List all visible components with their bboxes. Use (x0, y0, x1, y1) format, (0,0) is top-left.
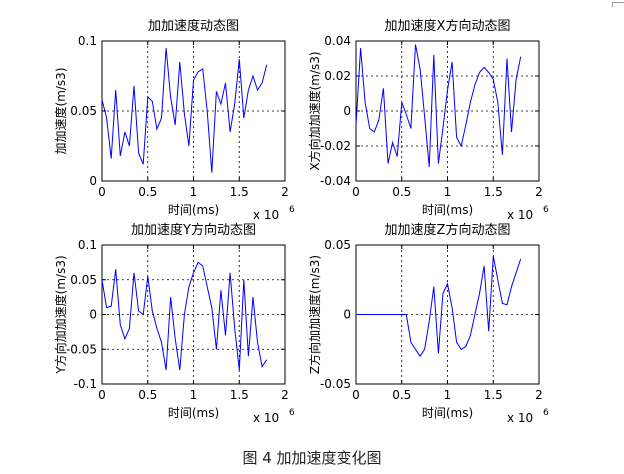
plot-4-x-tick-label: 2 (535, 388, 543, 402)
plot-2-x-tick-label: 0 (352, 185, 360, 199)
plot-4-x-axis-label: 时间(ms) (422, 406, 473, 420)
plot-1-x-axis-label: 时间(ms) (168, 203, 219, 217)
plot-1-series-line (101, 47, 268, 173)
plot-1-x-tick-label: 0 (98, 185, 106, 199)
plot-2-x-tick-label: 0.5 (392, 185, 411, 199)
plot-3-x-tick-label: 0.5 (138, 388, 157, 402)
plot-2-x-exponent-label: x 10 (507, 208, 533, 222)
plot-2-x-tick-label: 1 (444, 185, 452, 199)
plot-2-x-axis-label: 时间(ms) (422, 203, 473, 217)
plot-3-y-tick-label: -0.05 (66, 342, 97, 356)
plot-1-y-tick-label: 0.05 (70, 104, 97, 118)
plot-1-x-exponent-power: 6 (289, 205, 295, 215)
plot-3-x-tick-label: 1.5 (230, 388, 249, 402)
corner-mark (612, 2, 624, 7)
plot-1-x-exponent-label: x 10 (253, 208, 279, 222)
plot-3-x-tick-label: 0 (98, 388, 106, 402)
plot-4-x-exponent-label: x 10 (507, 411, 533, 425)
plot-1-title: 加加速度动态图 (148, 18, 239, 34)
figure-caption: 图 4 加加速度变化图 (242, 449, 382, 467)
plot-4-x-exponent-power: 6 (543, 408, 549, 418)
plot-2-y-tick-label: -0.04 (320, 174, 351, 188)
plot-4-x-tick-label: 1 (444, 388, 452, 402)
plot-3-y-tick-label: 0.1 (78, 238, 97, 252)
plot-2-x-tick-label: 1.5 (484, 185, 503, 199)
plot-2-y-axis-label: X方向加加速度(m/s3) (307, 51, 322, 170)
plot-2-title: 加加速度X方向动态图 (385, 18, 511, 34)
plot-2-series-line (355, 44, 522, 168)
plot-1-y-tick-label: 0.1 (78, 34, 97, 48)
plot-4-series-line (356, 256, 522, 358)
plot-4-y-tick-label: -0.05 (320, 377, 351, 391)
plot-3-y-tick-label: 0.05 (70, 273, 97, 287)
plot-2-y-tick-label: 0.04 (324, 34, 351, 48)
plot-4-y-tick-label: 0.05 (324, 238, 351, 252)
plot-3-x-axis-label: 时间(ms) (168, 406, 219, 420)
plot-2-y-tick-label: 0.02 (324, 69, 351, 83)
plot-4-y-axis-label: Z方向加加速度(m/s3) (307, 255, 322, 374)
plot-3-y-axis-label: Y方向加加速度(m/s3) (53, 255, 68, 374)
plot-1-x-tick-label: 2 (281, 185, 289, 199)
plot-3-x-tick-label: 1 (190, 388, 198, 402)
plot-1-x-tick-label: 0.5 (138, 185, 157, 199)
plot-1-x-tick-label: 1 (190, 185, 198, 199)
plot-3-x-tick-label: 2 (281, 388, 289, 402)
plot-2-x-tick-label: 2 (535, 185, 543, 199)
plot-4-title: 加加速度Z方向动态图 (385, 222, 511, 238)
plot-3-title: 加加速度Y方向动态图 (131, 222, 256, 238)
plot-2-x-exponent-power: 6 (543, 205, 549, 215)
plot-2-y-tick-label: -0.02 (320, 139, 351, 153)
plot-4-x-tick-label: 1.5 (484, 388, 503, 402)
plot-3-series-line (101, 261, 268, 371)
plot-3-x-exponent-power: 6 (289, 408, 295, 418)
plot-2-y-tick-label: 0 (343, 104, 351, 118)
plot-1-y-tick-label: 0 (89, 174, 97, 188)
plot-3-x-exponent-label: x 10 (253, 411, 279, 425)
plot-1-y-axis-label: 加加速度(m/s3) (53, 68, 68, 155)
plot-1-x-tick-label: 1.5 (230, 185, 249, 199)
plot-3-y-tick-label: 0 (89, 308, 97, 322)
plot-4-x-tick-label: 0 (352, 388, 360, 402)
plot-3-y-tick-label: -0.1 (74, 377, 97, 391)
plot-4-x-tick-label: 0.5 (392, 388, 411, 402)
plot-4-y-tick-label: 0 (343, 308, 351, 322)
